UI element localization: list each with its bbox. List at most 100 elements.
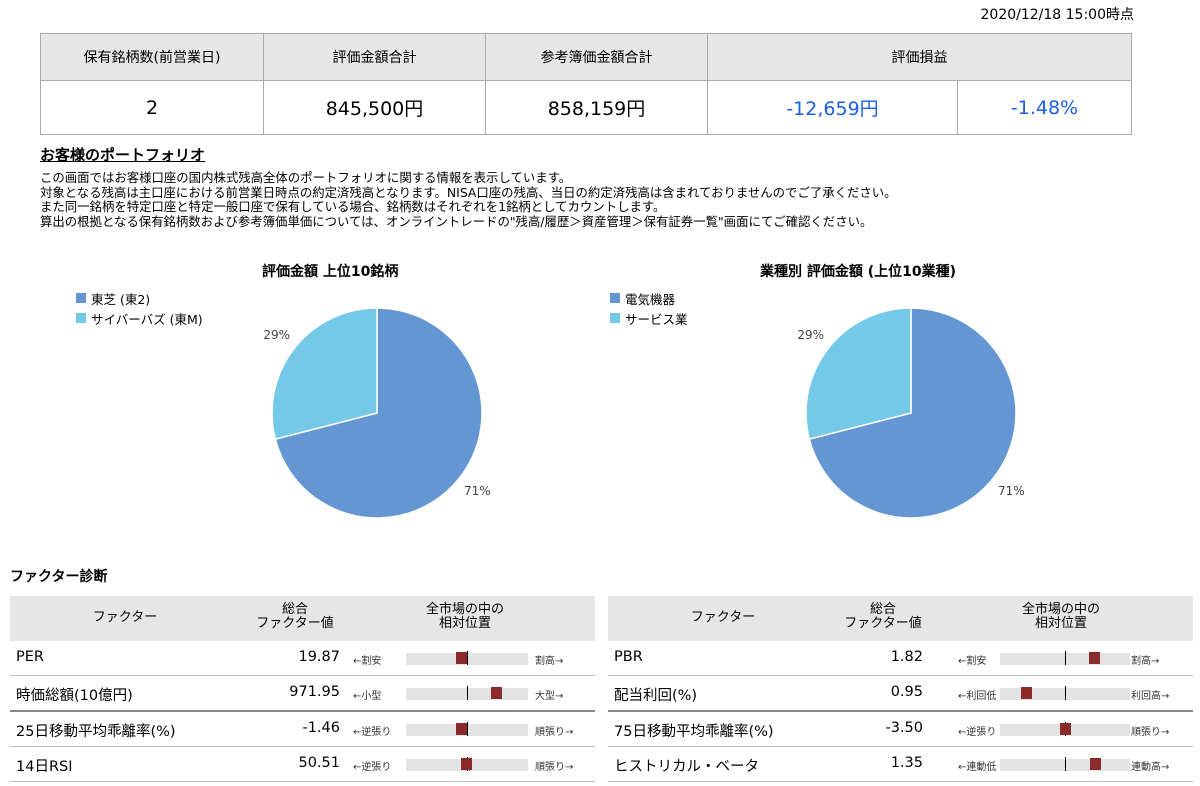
market-median-tick <box>467 651 468 665</box>
factor-name: 75日移動平均乖離率(%) <box>614 724 774 740</box>
position-high-label: 順張り→ <box>535 762 574 773</box>
position-bar <box>1000 722 1130 736</box>
position-marker <box>456 723 467 735</box>
position-low-label: ←逆張り <box>958 727 997 738</box>
legend-label: 東芝 (東2) <box>91 291 151 307</box>
legend-label: 電気機器 <box>625 291 676 307</box>
col-relative-position: 全市場の中の 相対位置 <box>390 603 540 631</box>
valuation-total-value: 845,500円 <box>263 80 486 135</box>
pie-slice-label: 71% <box>464 484 491 498</box>
timestamp: 2020/12/18 15:00時点 <box>980 7 1135 23</box>
pie-chart-sectors: 71% 29% <box>797 307 1025 519</box>
position-bar <box>406 651 528 665</box>
legend-label: サービス業 <box>625 311 688 327</box>
legend-item[interactable]: サイバーバズ (東M) <box>76 308 203 328</box>
factor-row: 時価総額(10億円) 971.95 ←小型 大型→ <box>10 676 595 712</box>
unrealized-pl-percent: -1.48% <box>957 80 1132 135</box>
chart-legend-sectors: 電気機器 サービス業 <box>610 288 688 328</box>
legend-swatch <box>76 293 86 303</box>
factor-name: PER <box>16 649 44 665</box>
pie-slice[interactable] <box>805 307 912 441</box>
position-bar <box>1000 686 1130 700</box>
pie-slice-label: 29% <box>263 328 290 342</box>
pie-slice[interactable] <box>274 307 483 519</box>
factor-table-header: ファクター 総合 ファクター値 全市場の中の 相対位置 <box>10 596 595 641</box>
header-holdings-count: 保有銘柄数(前営業日) <box>40 33 264 81</box>
position-low-label: ←連動低 <box>958 762 997 773</box>
factor-table-right: ファクター 総合 ファクター値 全市場の中の 相対位置 PBR 1.82 ←割安 割高… <box>608 596 1193 782</box>
position-high-label: 順張り→ <box>1131 727 1170 738</box>
factor-row: 75日移動平均乖離率(%) -3.50 ←逆張り 順張り→ <box>608 712 1193 747</box>
position-bar <box>1000 651 1130 665</box>
factor-row: ヒストリカル・ベータ 1.35 ←連動低 連動高→ <box>608 747 1193 782</box>
legend-swatch <box>610 313 620 323</box>
factor-name: 25日移動平均乖離率(%) <box>16 724 176 740</box>
col-total-factor-value: 総合 ファクター値 <box>823 603 943 631</box>
portfolio-section-title: お客様のポートフォリオ <box>40 146 206 164</box>
description-line: この画面ではお客様口座の国内株式残高全体のポートフォリオに関する情報を表示してい… <box>40 170 572 185</box>
col-factor: ファクター <box>92 610 158 625</box>
factor-table-left: ファクター 総合 ファクター値 全市場の中の 相対位置 PER 19.87 ←割安 割… <box>10 596 595 782</box>
position-marker <box>1060 723 1071 735</box>
factor-value: 50.51 <box>298 755 340 771</box>
position-low-label: ←小型 <box>353 691 382 702</box>
factor-value: 0.95 <box>890 684 923 700</box>
col-total-factor-value: 総合 ファクター値 <box>235 603 355 631</box>
header-book-value-total: 参考簿価金額合計 <box>485 33 708 81</box>
book-value-total-value: 858,159円 <box>485 80 708 135</box>
portfolio-description: この画面ではお客様口座の国内株式残高全体のポートフォリオに関する情報を表示してい… <box>40 170 897 229</box>
unrealized-pl-amount: -12,659円 <box>707 80 958 135</box>
legend-item[interactable]: サービス業 <box>610 308 688 328</box>
legend-label: サイバーバズ (東M) <box>91 311 203 327</box>
factor-name: PBR <box>614 649 643 665</box>
pie-slice-label: 71% <box>998 484 1025 498</box>
position-bar <box>1000 757 1130 771</box>
factor-value: 1.82 <box>890 649 923 665</box>
position-high-label: 割高→ <box>1131 656 1160 667</box>
header-unrealized-pl: 評価損益 <box>707 33 1132 81</box>
position-low-label: ←割安 <box>958 656 987 667</box>
pie-chart-top-stocks: 71% 29% <box>263 307 491 519</box>
factor-diagnosis-title: ファクター診断 <box>10 569 108 585</box>
col-relative-position-line1: 全市場の中の <box>425 602 504 617</box>
factor-row: 配当利回(%) 0.95 ←利回低 利回高→ <box>608 676 1193 712</box>
factor-name: 14日RSI <box>16 759 73 775</box>
market-median-tick <box>1065 651 1066 665</box>
position-low-label: ←割安 <box>353 656 382 667</box>
col-total-factor-value-line2: ファクター値 <box>256 616 334 631</box>
factor-row: 25日移動平均乖離率(%) -1.46 ←逆張り 順張り→ <box>10 712 595 747</box>
col-factor: ファクター <box>690 610 756 625</box>
factor-value: 971.95 <box>289 684 340 700</box>
legend-item[interactable]: 電気機器 <box>610 288 688 308</box>
holdings-count-value: 2 <box>40 80 264 135</box>
chart-title-top-stocks: 評価金額 上位10銘柄 <box>262 264 399 280</box>
col-relative-position-line2: 相対位置 <box>438 616 491 631</box>
position-high-label: 順張り→ <box>535 727 574 738</box>
legend-item[interactable]: 東芝 (東2) <box>76 288 203 308</box>
position-marker <box>1089 652 1100 664</box>
position-marker <box>456 652 467 664</box>
position-high-label: 利回高→ <box>1131 691 1170 702</box>
col-relative-position-line2: 相対位置 <box>1034 616 1087 631</box>
factor-value: 1.35 <box>890 755 923 771</box>
factor-row: PBR 1.82 ←割安 割高→ <box>608 641 1193 676</box>
col-total-factor-value-line1: 総合 <box>281 602 308 617</box>
pie-slice[interactable] <box>808 307 1017 519</box>
factor-name: 配当利回(%) <box>614 688 698 704</box>
pie-slice-label: 29% <box>797 328 824 342</box>
legend-swatch <box>76 313 86 323</box>
pie-slice[interactable] <box>271 307 378 441</box>
factor-rows: PER 19.87 ←割安 割高→ 時価総額(10億円) 971.95 ←小型 大型→ 25日移… <box>10 641 595 782</box>
position-low-label: ←逆張り <box>353 727 392 738</box>
position-marker <box>1021 687 1032 699</box>
position-high-label: 大型→ <box>535 691 564 702</box>
position-marker <box>461 758 472 770</box>
position-bar <box>406 686 528 700</box>
position-low-label: ←逆張り <box>353 762 392 773</box>
description-line: また同一銘柄を特定口座と特定一般口座で保有している場合、銘柄数はそれぞれを1銘柄… <box>40 199 666 214</box>
market-median-tick <box>467 686 468 700</box>
factor-name: ヒストリカル・ベータ <box>614 759 759 775</box>
position-bar <box>406 757 528 771</box>
portfolio-summary-table: 保有銘柄数(前営業日) 評価金額合計 参考簿価金額合計 評価損益 2 845,5… <box>40 33 1132 135</box>
col-total-factor-value-line1: 総合 <box>869 602 896 617</box>
